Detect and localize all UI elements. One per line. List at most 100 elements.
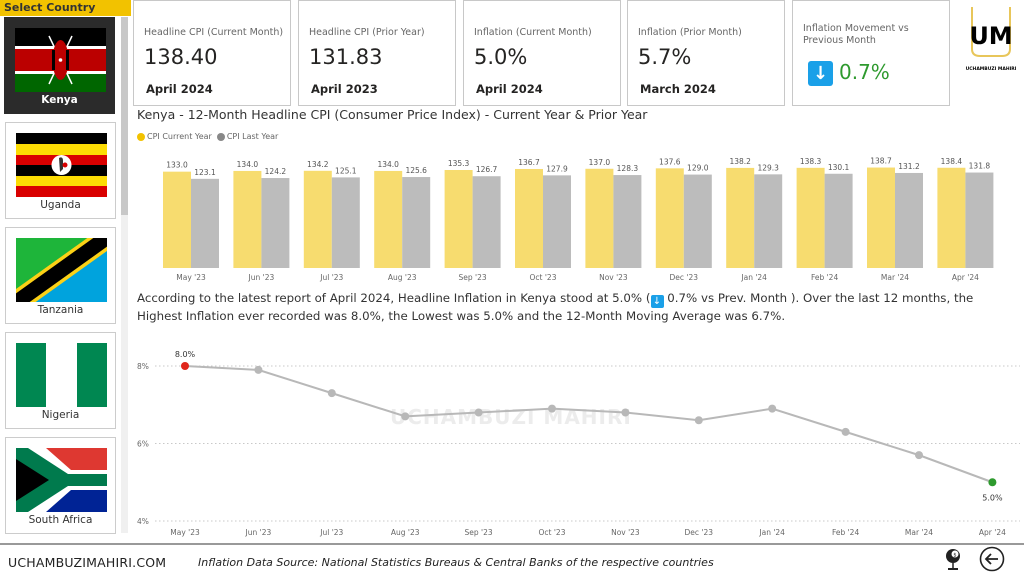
bar-last-year [754, 174, 783, 268]
kpi-card-inflation-current: Inflation (Current Month) 5.0% April 202… [463, 0, 621, 106]
bar-data-label: 130.1 [828, 163, 850, 172]
data-point [327, 389, 336, 398]
site-link[interactable]: UCHAMBUZIMAHIRI.COM [8, 555, 167, 570]
data-source-note: Inflation Data Source: National Statisti… [198, 556, 714, 569]
data-point [915, 451, 923, 460]
x-tick-label: Sep '23 [459, 273, 487, 282]
bar-data-label: 134.2 [307, 160, 329, 169]
x-tick-label: May '23 [176, 273, 206, 282]
arrow-down-icon: ↓ [808, 61, 833, 86]
country-label: Tanzania [37, 304, 84, 316]
watermark: UCHAMBUZI MAHIRI [390, 405, 632, 429]
data-point [401, 412, 410, 421]
bar-data-label: 137.6 [659, 157, 681, 166]
uganda-flag-icon [16, 133, 107, 197]
kenya-flag-icon [15, 28, 106, 92]
country-card-kenya[interactable]: Kenya [4, 17, 115, 114]
data-point [474, 408, 483, 417]
bar-data-label: 134.0 [237, 160, 259, 169]
bar-data-label: 138.2 [729, 157, 751, 166]
x-tick-label: Jan '24 [740, 273, 767, 282]
data-point [694, 416, 703, 425]
bar-data-label: 128.3 [617, 164, 639, 173]
country-card-south-africa[interactable]: South Africa [5, 437, 116, 534]
x-tick-label: Aug '23 [388, 273, 417, 282]
x-tick-label: Nov '23 [611, 528, 640, 537]
cpi-bar-chart: 133.0 123.1 May '23 134.0 124.2 Jun '23 134.2 1… [163, 157, 994, 282]
point-label: 5.0% [982, 493, 1003, 502]
sidebar-scroll-thumb[interactable] [121, 17, 128, 215]
x-tick-label: May '23 [170, 528, 200, 537]
bar-data-label: 131.8 [969, 162, 991, 171]
bar-last-year [895, 172, 923, 268]
bar-current-year [585, 168, 614, 268]
data-point [548, 404, 556, 413]
bar-current-year [303, 170, 332, 268]
bar-current-year [515, 168, 543, 268]
bar-current-year [867, 167, 895, 268]
kpi-title: Inflation (Prior Month) [638, 27, 742, 38]
bar-data-label: 135.3 [448, 159, 470, 168]
globe-icon[interactable]: $ [942, 547, 964, 571]
arrow-down-icon: ↓ [650, 295, 664, 308]
kpi-title: Headline CPI (Prior Year) [309, 27, 425, 38]
country-card-uganda[interactable]: Uganda [5, 122, 116, 219]
x-tick-label: Jul '23 [319, 273, 343, 282]
x-tick-label: Jun '23 [245, 528, 272, 537]
x-tick-label: Dec '23 [685, 528, 714, 537]
kpi-value: 5.7% [638, 45, 692, 69]
bar-chart-legend: CPI Current Year CPI Last Year [137, 132, 278, 141]
bar-data-label: 138.7 [870, 157, 892, 166]
x-tick-label: Jun '23 [248, 273, 275, 282]
bar-data-label: 138.3 [800, 157, 822, 166]
kpi-date: April 2024 [146, 82, 213, 96]
bar-last-year [472, 176, 501, 268]
bar-last-year [965, 172, 994, 268]
legend-item-last[interactable]: CPI Last Year [216, 132, 278, 141]
y-tick-label: 4% [137, 517, 149, 526]
y-tick-label: 8% [137, 362, 149, 371]
select-country-header: Select Country [0, 0, 131, 16]
bar-last-year [824, 173, 853, 268]
x-tick-label: Dec '23 [670, 273, 699, 282]
bar-current-year [233, 170, 262, 268]
bar-data-label: 129.0 [687, 164, 709, 173]
bar-data-label: 123.1 [194, 168, 216, 177]
back-arrow-icon[interactable] [979, 546, 1005, 572]
x-tick-label: Mar '24 [881, 273, 909, 282]
sidebar-scrollbar[interactable] [121, 17, 128, 533]
legend-dot-icon [137, 132, 145, 141]
svg-text:$: $ [953, 553, 956, 559]
south-africa-flag-icon [16, 448, 107, 512]
svg-text:UCHAMBUZI MAHIRI: UCHAMBUZI MAHIRI [966, 66, 1017, 72]
nigeria-flag-icon [16, 343, 107, 407]
bar-last-year [191, 178, 219, 268]
bar-current-year [374, 170, 403, 268]
bar-last-year [331, 177, 360, 268]
bar-last-year [613, 175, 642, 268]
kpi-card-inflation-prior: Inflation (Prior Month) 5.7% March 2024 [627, 0, 785, 106]
data-point [988, 478, 997, 487]
kpi-card-inflation-movement: Inflation Movement vs Previous Month ↓ 0… [792, 0, 950, 106]
x-tick-label: Apr '24 [979, 528, 1006, 537]
country-card-nigeria[interactable]: Nigeria [5, 332, 116, 429]
country-card-tanzania[interactable]: Tanzania [5, 227, 116, 324]
bar-data-label: 131.2 [898, 162, 920, 171]
bar-data-label: 125.6 [405, 166, 427, 175]
legend-item-current[interactable]: CPI Current Year [137, 132, 212, 141]
inflation-line-chart: 4% 6% 8% 8.0% May '23 Jun '23 Jul '23 Aug '23 Se… [137, 350, 1020, 537]
point-label: 8.0% [175, 350, 196, 359]
kpi-value: 138.40 [144, 45, 218, 69]
bar-data-label: 137.0 [589, 158, 611, 167]
kpi-title: Headline CPI (Current Month) [144, 27, 284, 38]
country-label: Uganda [40, 199, 81, 211]
data-point [768, 404, 777, 413]
bar-data-label: 126.7 [476, 165, 498, 174]
x-tick-label: Nov '23 [599, 273, 628, 282]
country-label: South Africa [28, 514, 93, 526]
bar-last-year [543, 175, 571, 268]
data-point [181, 362, 189, 370]
data-point [254, 365, 263, 374]
x-tick-label: Mar '24 [905, 528, 933, 537]
tanzania-flag-icon [16, 238, 107, 302]
